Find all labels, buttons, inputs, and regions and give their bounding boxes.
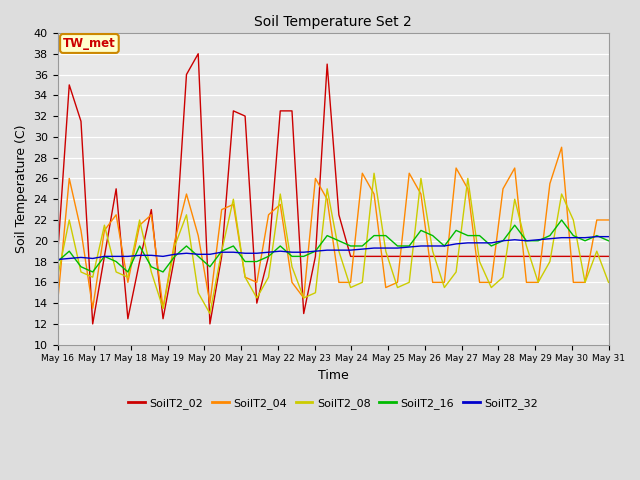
Title: Soil Temperature Set 2: Soil Temperature Set 2 [254, 15, 412, 29]
X-axis label: Time: Time [317, 369, 348, 382]
Legend: SoilT2_02, SoilT2_04, SoilT2_08, SoilT2_16, SoilT2_32: SoilT2_02, SoilT2_04, SoilT2_08, SoilT2_… [124, 394, 542, 414]
Text: TW_met: TW_met [63, 37, 116, 50]
Y-axis label: Soil Temperature (C): Soil Temperature (C) [15, 125, 28, 253]
